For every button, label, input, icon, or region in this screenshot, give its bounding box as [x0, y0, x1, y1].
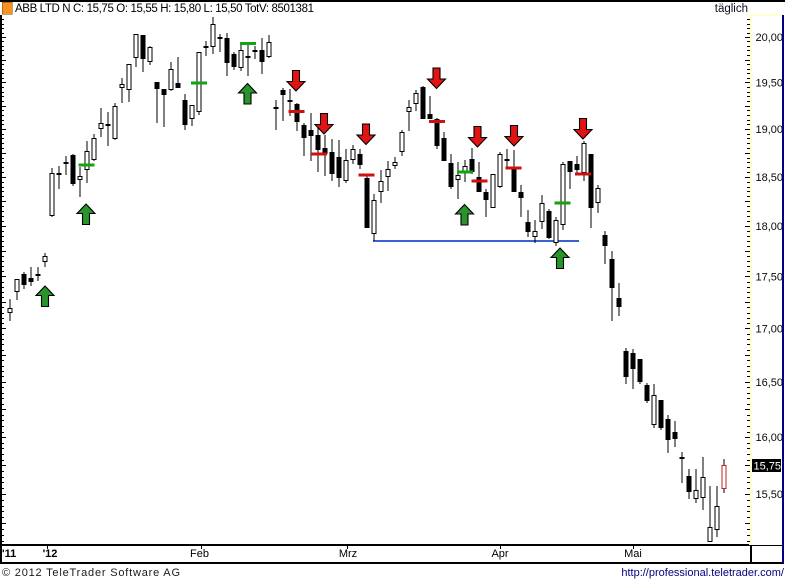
svg-text:'11: '11 [2, 548, 16, 560]
svg-text:http://professional.teletrader: http://professional.teletrader.com/ [621, 567, 785, 579]
svg-text:'12: '12 [43, 548, 58, 560]
svg-text:20,00: 20,00 [755, 32, 783, 44]
svg-text:19,00: 19,00 [755, 124, 783, 136]
svg-text:15,50: 15,50 [755, 489, 783, 501]
svg-text:18,00: 18,00 [755, 221, 783, 233]
svg-text:Mai: Mai [624, 548, 642, 560]
svg-text:17,00: 17,00 [755, 323, 783, 335]
svg-text:17,50: 17,50 [755, 271, 783, 283]
svg-text:Feb: Feb [190, 548, 209, 560]
svg-text:täglich: täglich [715, 3, 748, 15]
svg-text:© 2012 TeleTrader Software AG: © 2012 TeleTrader Software AG [2, 567, 180, 579]
svg-text:Mrz: Mrz [339, 548, 357, 560]
svg-text:19,50: 19,50 [755, 77, 783, 89]
svg-text:Apr: Apr [491, 548, 508, 560]
svg-text:16,00: 16,00 [755, 432, 783, 444]
svg-text:15,75: 15,75 [753, 461, 781, 473]
svg-text:ABB LTD N C: 15,75 O: 15,55 H:: ABB LTD N C: 15,75 O: 15,55 H: 15,80 L: … [15, 3, 314, 15]
svg-text:18,50: 18,50 [755, 172, 783, 184]
svg-text:16,50: 16,50 [755, 377, 783, 389]
